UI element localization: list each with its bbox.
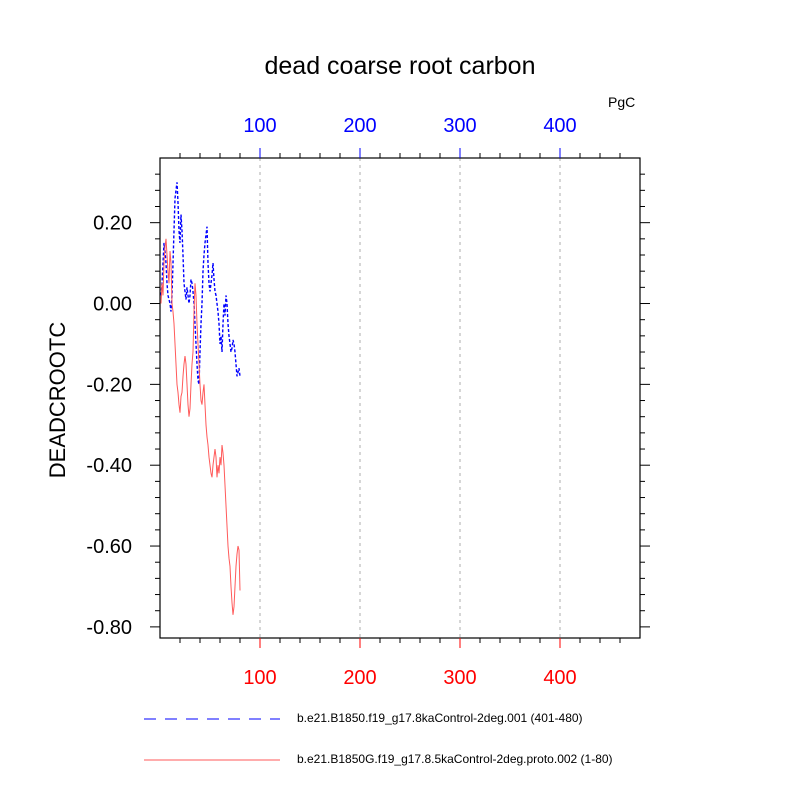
x-bottom-tick-label: 400 [543, 667, 576, 689]
legend-label-blue: b.e21.B1850.f19_g17.8kaControl-2deg.001 … [297, 711, 583, 725]
y-tick-label: -0.80 [86, 617, 132, 639]
x-bottom-tick-label: 100 [243, 667, 276, 689]
y-tick-label: -0.40 [86, 455, 132, 477]
x-top-tick-label: 300 [443, 115, 476, 137]
y-tick-label: -0.60 [86, 536, 132, 558]
x-top-tick-label: 200 [343, 115, 376, 137]
plot-frame [159, 157, 641, 639]
x-bottom-tick-label: 300 [443, 667, 476, 689]
x-bottom-tick-label: 200 [343, 667, 376, 689]
units-label: PgC [608, 94, 636, 110]
y-tick-label: 0.20 [93, 213, 132, 235]
series-line-blue [160, 182, 241, 385]
y-tick-label: -0.20 [86, 374, 132, 396]
y-tick-label: 0.00 [93, 294, 132, 316]
x-top-tick-label: 400 [543, 115, 576, 137]
legend-label-red: b.e21.B1850G.f19_g17.8.5kaControl-2deg.p… [297, 752, 613, 766]
series-line-red [160, 238, 241, 615]
x-top-tick-label: 100 [243, 115, 276, 137]
y-axis-label: DEADCROOTC [45, 321, 70, 479]
chart-title: dead coarse root carbon [264, 52, 536, 80]
